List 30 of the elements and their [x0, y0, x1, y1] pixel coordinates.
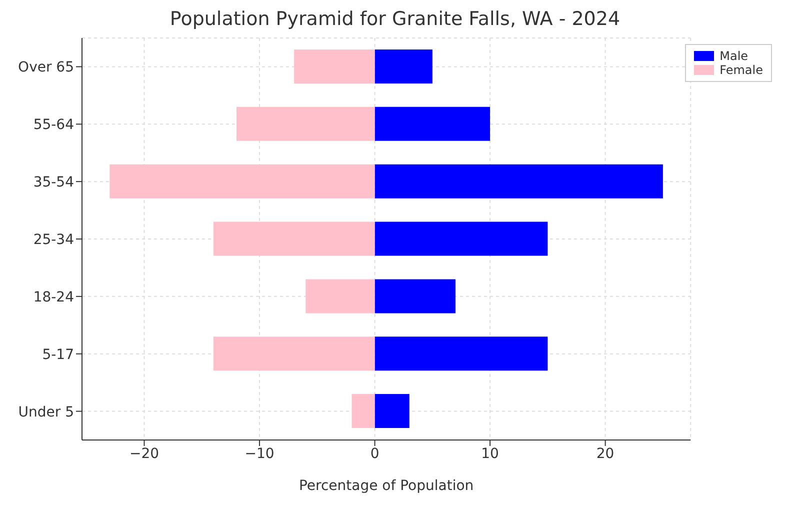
bar — [213, 336, 375, 371]
x-axis-title: Percentage of Population — [298, 478, 474, 494]
bar — [374, 106, 490, 141]
y-tick-label: 18-24 — [33, 289, 74, 306]
x-tick-label: −20 — [129, 446, 160, 462]
bar — [306, 279, 375, 314]
bar — [352, 394, 375, 428]
legend-label: Male — [720, 49, 748, 63]
bar — [110, 164, 375, 198]
bar — [374, 279, 456, 314]
bar — [294, 49, 375, 84]
bar — [374, 394, 410, 428]
x-tick-label: 10 — [481, 446, 499, 462]
y-tick-label: Over 65 — [18, 60, 74, 76]
x-tick-label: 0 — [370, 446, 380, 462]
bar — [374, 49, 432, 84]
chart-title: Population Pyramid for Granite Falls, WA - 2024 — [168, 8, 622, 32]
y-tick-label: Under 5 — [18, 404, 74, 420]
y-tick-label: 5-17 — [42, 346, 74, 363]
bar — [213, 222, 375, 256]
bar — [374, 222, 548, 256]
x-tick-label: 20 — [596, 446, 614, 462]
bar — [374, 164, 663, 198]
bar — [236, 106, 375, 141]
x-tick-label: −10 — [244, 446, 274, 462]
legend-label: Female — [720, 63, 763, 77]
y-tick-label: 55-64 — [33, 117, 74, 134]
bar — [374, 336, 548, 371]
y-tick-label: 35-54 — [33, 174, 74, 191]
y-tick-label: 25-34 — [33, 232, 74, 248]
